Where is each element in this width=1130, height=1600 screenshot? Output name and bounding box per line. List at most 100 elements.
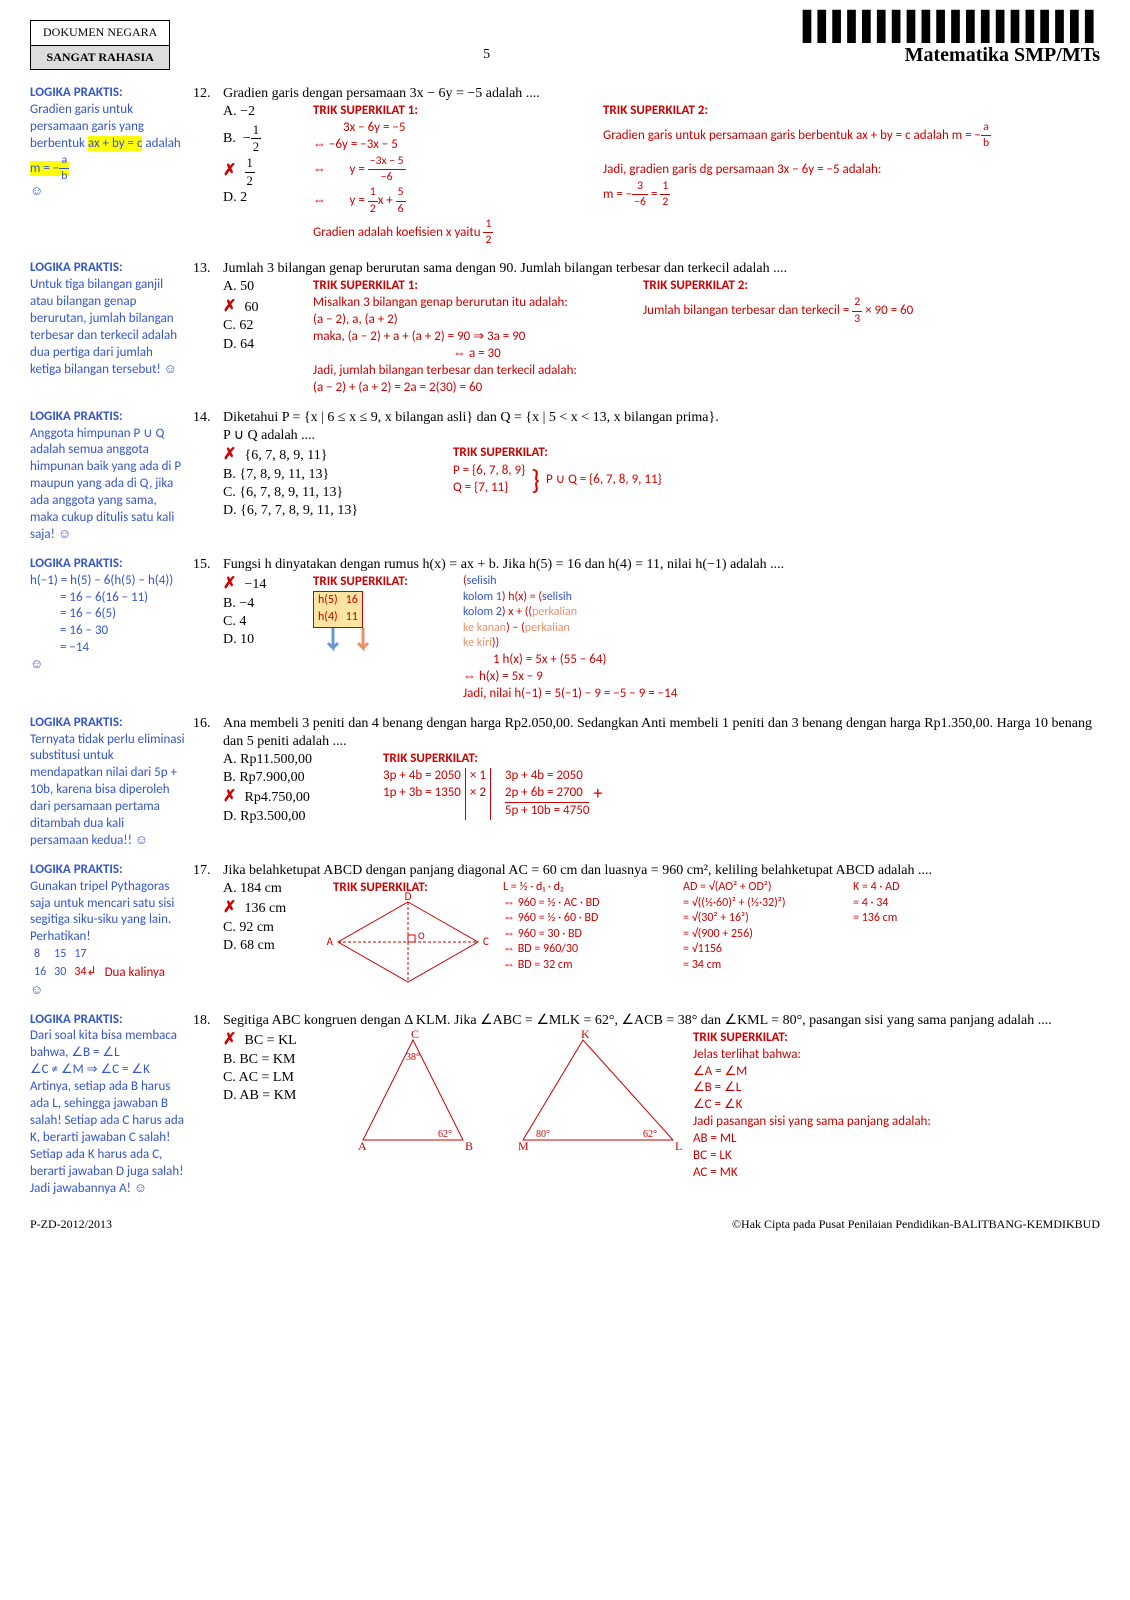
q12-trik2-result: m = −3−6 = 12 [603,179,1100,210]
q17-calc-r1: AD = √(AO² + OD²) [683,880,843,896]
q17-calc-r4: = √(900 + 256) [683,927,843,943]
q17-calc-l6: ⇔ BD = 32 cm [503,958,673,974]
q16-optA: A. [223,752,237,767]
q13-logika-text: Untuk tiga bilangan ganjil atau bilangan… [30,277,177,376]
rhombus-diagram: D C A O [333,897,483,987]
q17-valD: 68 cm [240,938,275,953]
q15-trik-eq2: ⇔ h(x) = 5x − 9 [463,669,1100,686]
q14-valC: {6, 7, 8, 9, 11, 13} [239,485,343,500]
x-mark-icon: ✗ [223,574,241,595]
q18-valD: AB = KM [239,1088,296,1103]
question-12: LOGIKA PRAKTIS: Gradien garis untuk pers… [30,85,1100,248]
q12-trik1-l1: 3x − 6y = −5 [343,120,593,137]
q18-text: Segitiga ABC kongruen dengan Δ KLM. Jika… [223,1012,1100,1030]
q18-valB: BC = KM [239,1052,295,1067]
q12-trik1-l3b: ⇔ y = 12x + 56 [313,185,593,216]
q16-valC: Rp4.750,00 [245,790,310,805]
smiley-icon [30,983,43,998]
q17-calc-r5: = √1156 [683,942,843,958]
q13-optD: D. [223,337,237,352]
q14-logika-text: Anggota himpunan P ∪ Q adalah semua angg… [30,426,181,542]
question-17: LOGIKA PRAKTIS: Gunakan tripel Pythagora… [30,862,1100,1000]
question-18: LOGIKA PRAKTIS: Dari soal kita bisa memb… [30,1012,1100,1198]
q16-trik-l1b: × 1 [470,768,486,785]
svg-text:L: L [675,1139,682,1153]
q12-logika-hl1: ax + by = c [88,136,143,151]
q13-trik1-l4: Jadi, jumlah bilangan terbesar dan terke… [313,363,633,380]
q12-trik1-l4: Gradien adalah koefisien x yaitu [313,225,483,240]
svg-text:C: C [483,935,489,948]
q17-text: Jika belahketupat ABCD dengan panjang di… [223,862,1100,880]
q17-calc-l4: ⇔ 960 = 30 · BD [503,927,673,943]
q18-logika-text: Dari soal kita bisa membaca bahwa, ∠B = … [30,1028,184,1195]
question-14: LOGIKA PRAKTIS: Anggota himpunan P ∪ Q a… [30,409,1100,544]
question-13: LOGIKA PRAKTIS: Untuk tiga bilangan ganj… [30,260,1100,396]
page-footer: P-ZD-2012/2013 ©Hak Cipta pada Pusat Pen… [30,1217,1100,1233]
arrows-icon [313,628,383,658]
header-right: ▌▌▌▌▌▌▌▌▌▌▌▌▌▌▌▌▌▌▌▌ Matematika SMP/MTs [803,20,1100,68]
q12-trik2-l2: Jadi, gradien garis dg persamaan 3x − 6y… [603,162,1100,179]
x-mark-icon: ✗ [223,161,241,182]
q15-trik-eq3: Jadi, nilai h(−1) = 5(−1) − 9 = −5 − 9 =… [463,686,1100,703]
q13-trik1-l5: (a − 2) + (a + 2) = 2a = 2(30) = 60 [313,380,633,397]
q15-table: h(5)16 h(4)11 [313,591,363,628]
q12-trik2-title: TRIK SUPERKILAT 2: [603,103,1100,120]
q12-num: 12. [193,85,223,103]
q17-logika-title: LOGIKA PRAKTIS: [30,862,185,879]
q14-num: 14. [193,409,223,445]
q15-logika-l1: h(−1) = h(5) − 6(h(5) − h(4)) [30,573,185,590]
smiley-icon [30,184,43,199]
q17-valB: 136 cm [245,901,287,916]
q15-optB: B. [223,596,236,611]
q12-text: Gradien garis dengan persamaan 3x − 6y =… [223,85,1100,103]
q15-logika-title: LOGIKA PRAKTIS: [30,556,185,573]
footer-right: ©Hak Cipta pada Pusat Penilaian Pendidik… [732,1217,1100,1233]
q18-trik-l7: BC = LK [693,1148,1100,1165]
svg-text:38°: 38° [406,1052,420,1063]
q17-calc-l2: ⇔ 960 = ½ · AC · BD [503,896,673,912]
q16-valD: Rp3.500,00 [240,809,305,824]
q15-logika-l5: = −14 [60,640,185,657]
svg-text:B: B [465,1139,473,1153]
q13-text: Jumlah 3 bilangan genap berurutan sama d… [223,260,1100,278]
barcode-icon: ▌▌▌▌▌▌▌▌▌▌▌▌▌▌▌▌▌▌▌▌ [803,20,1100,34]
q16-optB: B. [223,770,236,785]
q17-optD: D. [223,938,237,953]
svg-text:80°: 80° [536,1129,550,1140]
svg-text:A: A [327,935,334,948]
q16-trik-r1: 3p + 4b = 2050 [505,768,590,785]
q14-text: Diketahui P = {x | 6 ≤ x ≤ 9, x bilangan… [223,410,719,425]
q14-optB: B. [223,467,236,482]
q16-trik-r2: 2p + 6b = 2700 [505,785,590,803]
q13-trik2-title: TRIK SUPERKILAT 2: [643,278,1100,295]
q17-num: 17. [193,862,223,880]
q18-logika-title: LOGIKA PRAKTIS: [30,1012,185,1029]
q15-valD: 10 [240,632,254,647]
svg-text:C: C [411,1027,419,1041]
q15-formula: (selisihkolom 1) h(x) = (selisihkolom 2)… [463,574,1100,652]
q16-valB: Rp7.900,00 [239,770,304,785]
doc-label: DOKUMEN NEGARA [31,21,169,46]
q16-trik-l2b: × 2 [470,785,486,802]
q18-trik-l6: AB = ML [693,1131,1100,1148]
q15-logika-l3: = 16 − 6(5) [60,606,185,623]
doc-box: DOKUMEN NEGARA SANGAT RAHASIA [30,20,170,70]
q14-trik-res: P ∪ Q = {6, 7, 8, 9, 11} [546,472,662,489]
q15-logika-l2: = 16 − 6(16 − 11) [60,590,185,607]
q12-trik1-l2: ⇔ −6y = −3x − 5 [313,137,593,154]
q12-trik1-l3: ⇔ y = −3x − 5−6 [313,154,593,185]
q18-optD: D. [223,1088,237,1103]
svg-text:O: O [418,929,425,942]
q18-optC: C. [223,1070,236,1085]
x-mark-icon: ✗ [223,445,241,466]
q14-trik-q: Q = {7, 11} [453,480,525,497]
q17-optA: A. [223,881,237,896]
q18-trik-l8: AC = MK [693,1165,1100,1182]
svg-text:K: K [581,1027,590,1041]
svg-text:62°: 62° [643,1129,657,1140]
q14-optD: D. [223,503,237,518]
q14-valB: {7, 8, 9, 11, 13} [239,467,329,482]
q16-text: Ana membeli 3 peniti dan 4 benang dengan… [223,715,1100,751]
x-mark-icon: ✗ [223,787,241,808]
q18-valA: BC = KL [245,1033,297,1048]
